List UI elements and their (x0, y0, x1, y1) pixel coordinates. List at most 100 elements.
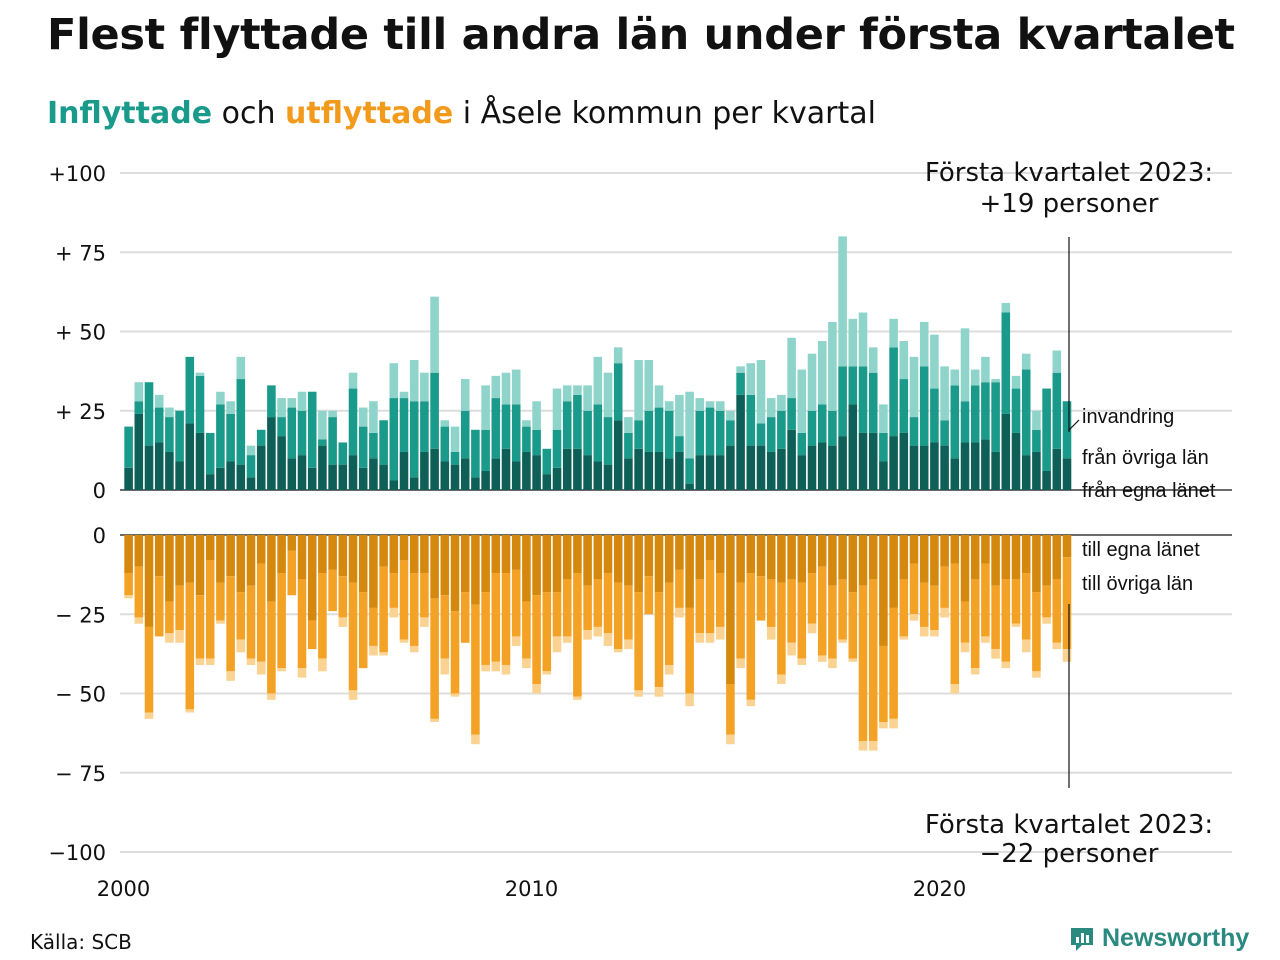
bar-in-segment (930, 334, 939, 389)
bar-out-segment (399, 535, 409, 561)
bar-out-segment (277, 668, 286, 672)
chart-title: Flest flyttade till andra län under förs… (47, 10, 1235, 60)
bar-out-segment (460, 592, 470, 643)
bar-out-segment (318, 573, 327, 659)
bar-in-segment (726, 410, 735, 421)
bar-in-segment (613, 347, 623, 364)
bar-out-segment (450, 693, 460, 697)
bar-in-segment (287, 458, 297, 490)
annotations: Första kvartalet 2023: +19 personer Förs… (925, 158, 1216, 869)
bar-out-segment (154, 535, 164, 577)
bar-out-segment (960, 601, 970, 643)
bar-out-segment (1001, 579, 1011, 662)
bar-out-segment (664, 535, 674, 583)
bar-in-segment (511, 369, 521, 405)
bar-in-segment (868, 432, 878, 490)
bar-out-segment (501, 573, 511, 665)
bar-out-segment (1011, 579, 1021, 624)
bar-in-segment (736, 366, 745, 373)
bar-in-segment (562, 401, 572, 449)
bar-in-segment (613, 420, 623, 490)
bar-out-segment (644, 576, 654, 615)
bar-out-segment (868, 741, 878, 751)
bar-out-segment (1042, 617, 1051, 624)
bar-in-segment (573, 448, 582, 490)
bar-out-segment (532, 535, 541, 596)
bar-in-segment (715, 401, 725, 411)
bar-out-segment (624, 535, 633, 586)
bar-out-segment (154, 576, 164, 637)
bar-out-segment (981, 535, 990, 564)
annot-top-line1: Första kvartalet 2023: (925, 158, 1213, 188)
bar-out-segment (205, 658, 215, 665)
bar-out-segment (889, 535, 898, 608)
bar-in-segment (267, 385, 276, 418)
bar-in-segment (226, 401, 235, 414)
bar-in-segment (970, 385, 980, 443)
bar-in-segment (1042, 388, 1051, 471)
bar-in-segment (991, 382, 1000, 452)
bar-in-segment (919, 366, 929, 446)
bar-in-segment (919, 445, 929, 490)
bar-out-segment (277, 535, 286, 574)
bar-in-segment (318, 410, 327, 440)
bar-in-segment (552, 388, 562, 430)
bar-in-segment (246, 455, 256, 478)
bar-out-segment (848, 592, 858, 659)
bar-out-segment (450, 535, 460, 612)
bar-in-segment (960, 442, 970, 490)
bar-out-segment (511, 569, 521, 637)
bar-in-segment (940, 445, 949, 490)
grid-lines (120, 172, 1232, 853)
bar-out-segment (644, 535, 654, 577)
bar-out-segment (787, 535, 796, 580)
bar-in-segment (205, 432, 215, 475)
bar-in-segment (889, 347, 898, 437)
bar-in-segment (195, 375, 205, 433)
bar-in-segment (409, 360, 419, 402)
bar-in-segment (838, 436, 847, 490)
bar-in-segment (736, 394, 745, 490)
bar-in-segment (318, 439, 327, 446)
bar-out-segment (777, 674, 786, 684)
bar-in-segment (491, 458, 501, 490)
bar-in-segment (664, 410, 674, 459)
bar-in-segment (277, 436, 286, 490)
bar-in-segment (1001, 312, 1011, 414)
bar-out-segment (879, 645, 888, 723)
bar-out-segment (981, 563, 990, 637)
bar-in-segment (501, 372, 511, 405)
bar-out-segment (471, 604, 480, 735)
bar-in-segment (1062, 401, 1072, 459)
bar-in-segment (624, 417, 633, 433)
y-tick-label-in: + 75 (55, 241, 106, 265)
bar-out-segment (899, 579, 909, 637)
bar-out-segment (430, 535, 439, 599)
bar-in-segment (634, 360, 643, 421)
bar-out-segment (613, 535, 623, 583)
bar-out-segment (838, 579, 847, 640)
bar-in-segment (848, 366, 858, 405)
x-tick-label: 2020 (913, 877, 966, 901)
bar-in-segment (848, 404, 858, 490)
bar-out-segment (542, 592, 552, 672)
bar-out-segment (175, 585, 184, 631)
bar-in-segment (1052, 372, 1062, 449)
label-fran-egna-lanet: från egna länet (1082, 480, 1216, 502)
bar-out-segment (909, 535, 919, 564)
bar-out-segment (134, 566, 144, 618)
bar-in-segment (981, 356, 990, 383)
bar-out-segment (634, 690, 643, 697)
bar-out-segment (940, 535, 949, 567)
newsworthy-logo[interactable]: Newsworthy (1068, 924, 1249, 953)
bar-out-segment (501, 664, 511, 675)
bar-in-segment (450, 464, 460, 490)
bar-in-segment (695, 398, 705, 411)
bar-in-segment (838, 236, 847, 367)
bar-out-segment (409, 645, 419, 653)
bar-in-segment (185, 423, 195, 490)
bar-in-segment (399, 398, 409, 452)
bar-out-segment (654, 592, 664, 688)
bar-out-segment (797, 535, 807, 583)
bar-in-segment (1021, 455, 1031, 490)
